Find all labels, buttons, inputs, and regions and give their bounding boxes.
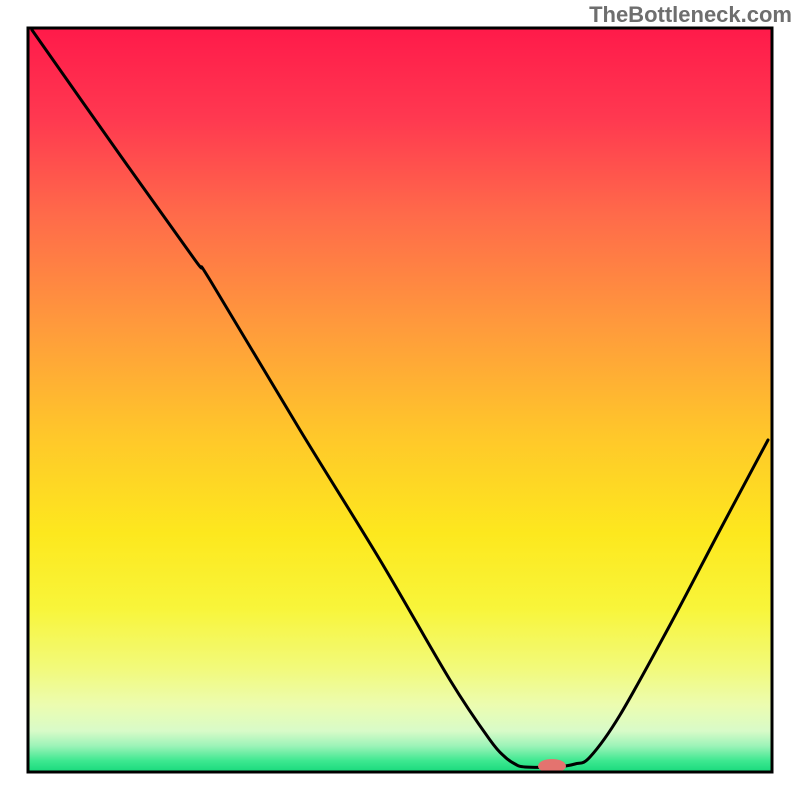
chart-container: TheBottleneck.com xyxy=(0,0,800,800)
bottleneck-chart xyxy=(0,0,800,800)
watermark-text: TheBottleneck.com xyxy=(589,2,792,28)
plot-background xyxy=(28,28,772,772)
